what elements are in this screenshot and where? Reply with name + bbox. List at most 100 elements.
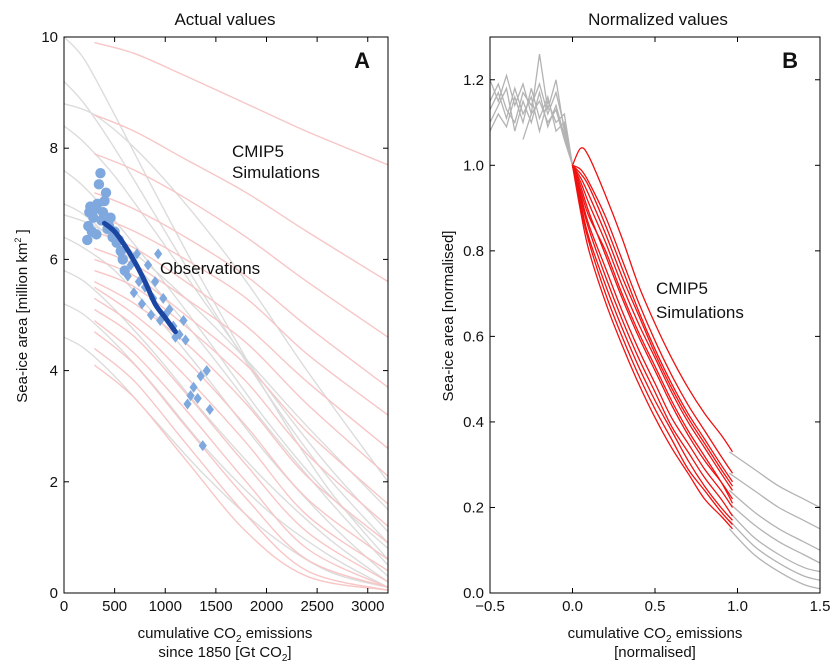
panel-a-observation-circle — [91, 229, 102, 240]
panel-b: Normalized values −0.5 0.0 0.5 1.0 1.50.00.2… — [440, 10, 830, 661]
panel-a-cmip5-simulation-line — [93, 347, 388, 591]
panel-b-ytick-label: 0.6 — [463, 328, 484, 345]
panel-a-cmip5-simulation-line — [94, 153, 388, 338]
panel-b-cmip5-simulation-line — [571, 165, 733, 526]
panel-a-cmip5-simulation-line — [94, 286, 388, 561]
panel-a-observation-fit-line — [102, 220, 178, 335]
panel-a-observation-diamond — [193, 392, 202, 404]
panel-a-annotation-cmip5: CMIP5 — [232, 142, 284, 161]
panel-b-ytick-label: 1.0 — [463, 157, 484, 174]
panel-a-observation-diamond — [159, 292, 168, 304]
panel-a-gray-simulation-line — [64, 214, 388, 511]
panel-a-observation-circle — [95, 168, 106, 179]
panel-a-annotation-observations: Observations — [160, 259, 260, 278]
panel-b-ytick-label: 0.0 — [463, 585, 484, 602]
panel-b-annotation-cmip5: CMIP5 — [656, 279, 708, 298]
panel-b-ytick-label: 0.4 — [463, 414, 484, 431]
panel-a-title: Actual values — [174, 10, 275, 29]
panel-b-gray-future-line — [728, 472, 820, 530]
panel-b-xlabel-line1: cumulative CO2 emissions — [568, 625, 743, 645]
panel-a-cmip5-simulation-line — [93, 297, 388, 572]
panel-a-ytick-label: 6 — [50, 251, 58, 268]
panel-a-xtick-label: 2000 — [250, 598, 283, 615]
panel-b-gray-future-line — [728, 451, 820, 509]
panel-a-observation-diamond — [189, 381, 198, 393]
panel-b-annotation-simulations: Simulations — [656, 303, 744, 322]
panel-a-observation-circle — [99, 195, 110, 207]
panel-a-observation-diamond — [186, 390, 195, 402]
panel-a-observation-diamond — [137, 298, 147, 310]
panel-b-gray-preindustrial-line — [522, 54, 574, 166]
panel-a-xtick-label: 500 — [102, 598, 127, 615]
panel-a-observation-diamond — [154, 248, 163, 260]
panel-b-cmip5-simulation-line — [571, 165, 734, 500]
panel-a-cmip5-simulation-line — [94, 230, 388, 449]
panel-b-frame — [489, 36, 821, 594]
panel-b-gray-preindustrial-line — [490, 86, 574, 166]
panel-b-gray-future-line — [728, 511, 820, 573]
panel-a-observation-diamond — [132, 248, 142, 260]
panel-a-ylabel: Sea-ice area [million km2 ] — [13, 229, 31, 402]
panel-a-xtick-label: 1500 — [199, 598, 232, 615]
panel-a-observation-diamond — [146, 309, 156, 321]
panel-b-gray-future-line — [728, 489, 820, 551]
panel-b-cmip5-simulation-line — [572, 164, 734, 474]
panel-a-observation-circle — [93, 179, 105, 190]
panel-a-observation-diamond — [123, 270, 132, 282]
panel-a-gray-simulation-line — [64, 236, 388, 577]
panel-b-cmip5-simulation-line — [571, 165, 734, 504]
panel-a-frame — [63, 36, 389, 594]
panel-a-ytick-label: 2 — [50, 474, 58, 491]
panel-b-ytick-label: 1.2 — [463, 72, 484, 89]
panel-a-ytick-label: 4 — [50, 363, 58, 380]
panel-a-ytick-label: 8 — [50, 140, 58, 157]
panel-b-gray-future-line — [728, 528, 820, 590]
panel-b-gray-future-line — [728, 502, 820, 564]
panel-b-cmip5-simulation-line — [571, 165, 733, 521]
panel-a-observation-diamond — [179, 315, 188, 327]
panel-b-letter: B — [782, 48, 798, 73]
panel-b-xtick-label: 1.0 — [727, 598, 748, 615]
panel-b-gray-future-line — [728, 519, 820, 581]
panel-a-cmip5-simulation-line — [93, 320, 388, 589]
panel-a-xtick-label: 1000 — [149, 598, 182, 615]
panel-b-cmip5-simulation-line — [571, 147, 734, 453]
panel-b-gray-preindustrial-line — [490, 81, 574, 166]
panel-a-gray-simulation-line — [64, 303, 388, 589]
panel-b-ylabel: Sea-ice area [normalised] — [440, 231, 457, 402]
panel-b-ytick-label: 0.8 — [463, 243, 484, 260]
panel-a-xtick-label: 0 — [60, 598, 68, 615]
panel-a-cmip5-simulation-line — [94, 41, 388, 166]
panel-a-xtick-label: 3000 — [351, 598, 384, 615]
panel-a-cmip5-simulation-line — [93, 364, 388, 591]
panel-a-observation-diamond — [181, 334, 190, 346]
panel-b-gray-preindustrial-line — [490, 88, 574, 166]
panel-a-observation-circle — [82, 234, 93, 246]
panel-a-observation-diamond — [202, 365, 211, 377]
panel-a-cmip5-simulation-line — [93, 331, 388, 589]
panel-a-gray-simulation-line — [64, 269, 388, 583]
panel-a-observation-diamond — [165, 303, 174, 315]
panel-b-cmip5-simulation-line — [571, 165, 734, 517]
panel-b-xlabel-line2: [normalised] — [614, 644, 696, 661]
panel-a-cmip5-simulation-line — [94, 214, 388, 416]
panel-b-cmip5-simulation-line — [571, 165, 733, 530]
panel-a-annotation-simulations: Simulations — [232, 163, 320, 182]
panel-a-cmip5-simulation-line — [94, 114, 388, 283]
panel-b-xtick-label: −0.5 — [475, 598, 505, 615]
panel-b-ytick-label: 0.2 — [463, 499, 484, 516]
panel-a-observation-circle — [88, 212, 99, 223]
panel-b-xtick-label: 0.0 — [562, 598, 583, 615]
panel-a-observation-diamond — [151, 276, 160, 288]
panel-b-cmip5-simulation-line — [571, 164, 734, 487]
panel-b-cmip5-simulation-line — [571, 165, 734, 508]
panel-a-observation-diamond — [143, 259, 153, 271]
panel-a-observation-diamond — [196, 370, 205, 382]
panel-b-title: Normalized values — [588, 10, 728, 29]
panel-b-xtick-label: 1.5 — [810, 598, 831, 615]
panel-a-gray-simulation-line — [64, 37, 388, 561]
panel-b-cmip5-simulation-line — [571, 165, 734, 491]
panel-a-ytick-label: 10 — [41, 29, 58, 46]
panel-a-xlabel-line1: cumulative CO2 emissions — [138, 625, 313, 645]
